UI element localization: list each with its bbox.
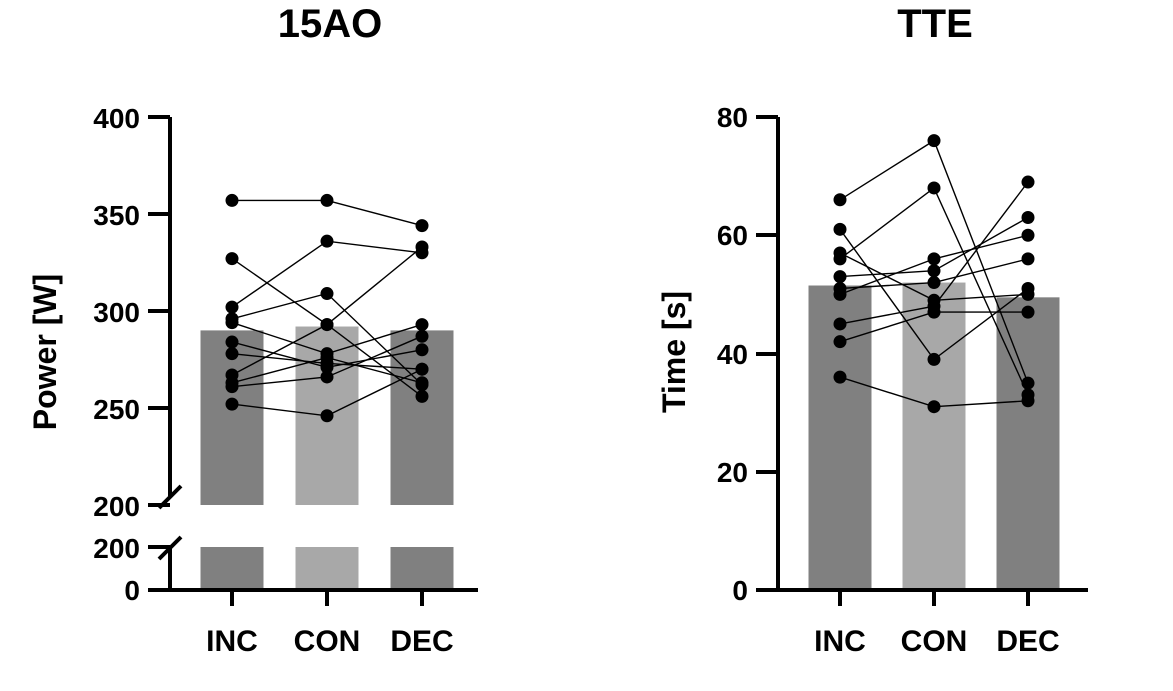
individual-line	[231, 246, 423, 326]
data-point	[225, 397, 239, 411]
data-point	[927, 181, 941, 195]
data-point	[927, 352, 941, 366]
chart-title: 15AO	[278, 2, 383, 46]
bar-dec-upper	[390, 330, 454, 505]
y-tick-label: 400	[93, 103, 140, 134]
data-point	[833, 370, 847, 384]
chart-title: TTE	[897, 2, 973, 46]
data-point	[1021, 287, 1035, 301]
data-point	[415, 329, 429, 343]
bars-lower-segment	[200, 547, 454, 590]
x-tick-label: DEC	[390, 625, 453, 658]
data-point	[927, 252, 941, 266]
data-point	[225, 252, 239, 266]
y-tick-label: 20	[717, 457, 748, 488]
data-point	[415, 318, 429, 332]
data-point	[225, 316, 239, 330]
data-point	[1021, 376, 1035, 390]
data-point	[320, 287, 334, 301]
data-point	[415, 362, 429, 376]
data-point	[225, 347, 239, 361]
data-point	[320, 234, 334, 248]
bars	[808, 282, 1060, 590]
data-point	[320, 409, 334, 423]
data-point	[1021, 228, 1035, 242]
data-point	[927, 264, 941, 278]
data-point	[833, 193, 847, 207]
data-point	[415, 246, 429, 260]
y-tick-label: 200	[93, 533, 140, 564]
y-tick-label: 350	[93, 200, 140, 231]
data-point	[225, 380, 239, 394]
y-tick-label: 300	[93, 297, 140, 328]
data-point	[320, 351, 334, 365]
data-point	[833, 287, 847, 301]
data-point	[415, 376, 429, 390]
y-tick-label: 0	[732, 575, 748, 606]
bar-con	[902, 282, 966, 590]
data-point	[320, 370, 334, 384]
data-point	[225, 193, 239, 207]
data-point	[833, 335, 847, 349]
data-point	[927, 305, 941, 319]
x-tick-label: CON	[901, 625, 968, 658]
bar-dec	[996, 297, 1060, 590]
data-point	[1021, 305, 1035, 319]
y-tick-label: 200	[93, 491, 140, 522]
bar-inc	[808, 285, 872, 590]
y-tick-label: 60	[717, 220, 748, 251]
data-point	[415, 389, 429, 403]
y-tick-label: 40	[717, 339, 748, 370]
data-point	[225, 300, 239, 314]
individual-points	[225, 193, 429, 423]
x-tick-label: INC	[206, 625, 258, 658]
data-point	[927, 276, 941, 290]
chart-tte: TTE Time [s] 0 20 40 60 80 INC CON DEC	[656, 2, 1088, 658]
data-point	[415, 343, 429, 357]
bar-dec-lower	[390, 547, 454, 590]
x-tick-label: DEC	[996, 625, 1059, 658]
data-point	[927, 134, 941, 148]
y-ticks: 0 200 200 250 300 350 400	[93, 103, 170, 606]
x-ticks: INC CON DEC	[814, 590, 1060, 658]
y-tick-label: 250	[93, 394, 140, 425]
data-point	[927, 400, 941, 414]
data-point	[833, 252, 847, 266]
data-point	[833, 270, 847, 284]
y-axis-label: Power [W]	[27, 274, 63, 430]
data-point	[415, 219, 429, 233]
data-point	[1021, 211, 1035, 225]
y-tick-label: 80	[717, 102, 748, 133]
data-point	[225, 335, 239, 349]
data-point	[833, 222, 847, 236]
bar-inc-lower	[200, 547, 264, 590]
chart-15ao: 15AO Power [W] 0 200 200 250 300 350 400	[27, 2, 478, 658]
bar-con-lower	[295, 547, 359, 590]
y-tick-label: 0	[124, 575, 140, 606]
data-point	[833, 317, 847, 331]
x-tick-label: INC	[814, 625, 866, 658]
x-tick-label: CON	[294, 625, 361, 658]
y-axis-label: Time [s]	[656, 291, 692, 413]
data-point	[1021, 175, 1035, 189]
data-point	[320, 193, 334, 207]
x-ticks: INC CON DEC	[206, 590, 454, 658]
y-ticks: 0 20 40 60 80	[717, 102, 778, 606]
individual-points	[833, 134, 1035, 414]
data-point	[1021, 252, 1035, 266]
data-point	[1021, 394, 1035, 408]
data-point	[320, 318, 334, 332]
